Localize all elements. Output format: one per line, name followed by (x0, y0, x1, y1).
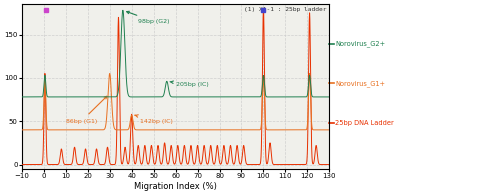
Text: (1) X1-1 : 25bp ladder: (1) X1-1 : 25bp ladder (244, 7, 326, 12)
Text: Norovirus_G1+: Norovirus_G1+ (336, 80, 386, 87)
Text: 142bp (IC): 142bp (IC) (135, 115, 173, 124)
X-axis label: Migration Index (%): Migration Index (%) (134, 182, 217, 191)
Text: 98bp (G2): 98bp (G2) (126, 11, 170, 24)
Text: 205bp (IC): 205bp (IC) (170, 81, 208, 87)
Text: 25bp DNA Ladder: 25bp DNA Ladder (336, 120, 394, 126)
Text: Norovirus_G2+: Norovirus_G2+ (336, 40, 386, 47)
Text: 86bp (G1): 86bp (G1) (66, 96, 107, 124)
